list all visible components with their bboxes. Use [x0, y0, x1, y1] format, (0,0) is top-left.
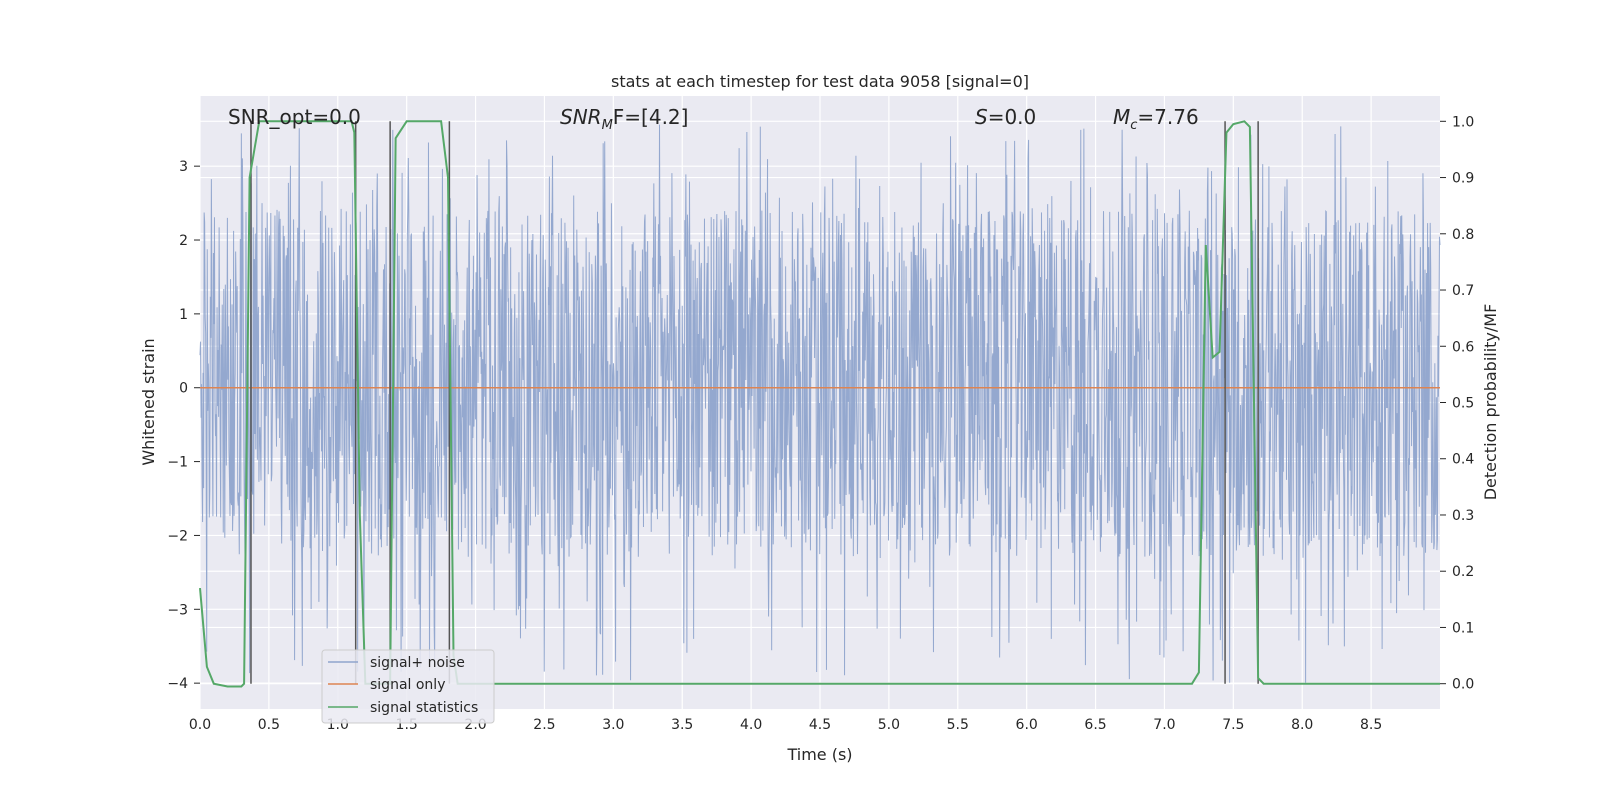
x-tick-label: 0.0	[189, 717, 211, 733]
x-tick-label: 3.0	[602, 717, 624, 733]
snr-mf-base: SNR	[560, 105, 602, 129]
y-right-tick-label: 0.7	[1452, 283, 1474, 299]
y-right-tick-label: 0.9	[1452, 171, 1474, 187]
x-tick-label: 8.5	[1360, 717, 1382, 733]
y-right-tick-label: 0.8	[1452, 227, 1474, 243]
y-right-tick-label: 0.5	[1452, 396, 1474, 412]
y-right-tick-label: 0.6	[1452, 339, 1474, 355]
y-right-tick-label: 0.4	[1452, 452, 1474, 468]
y-right-tick-label: 0.1	[1452, 620, 1474, 636]
x-tick-label: 7.0	[1153, 717, 1175, 733]
y-right-tick-label: 1.0	[1452, 114, 1474, 130]
legend-label-noise: signal+ noise	[370, 655, 465, 671]
y-right-tick-label: 0.2	[1452, 564, 1474, 580]
x-tick-label: 7.5	[1222, 717, 1244, 733]
y-axis-label-right: Detection probability/MF	[1481, 304, 1500, 501]
x-tick-label: 4.0	[740, 717, 762, 733]
x-tick-label: 6.5	[1084, 717, 1106, 733]
y-left-tick-label: −2	[167, 528, 188, 544]
snr-mf-sub: M	[602, 118, 613, 133]
annotation-s: S=0.0	[975, 105, 1036, 129]
x-tick-label: 5.0	[878, 717, 900, 733]
s-var: S	[975, 105, 988, 129]
y-left-tick-label: 3	[179, 159, 188, 175]
x-tick-label: 2.5	[533, 717, 555, 733]
x-tick-label: 6.0	[1016, 717, 1038, 733]
y-left-tick-label: −3	[167, 602, 188, 618]
annotation-snr-mf: SNRMF=[4.2]	[560, 105, 688, 133]
y-left-tick-labels: 3 2 1 0 −1 −2 −3 −4	[167, 159, 200, 692]
y-right-tick-labels: 1.0 0.9 0.8 0.7 0.6 0.5 0.4 0.3 0.2 0.1 0.0	[1440, 114, 1474, 693]
mc-value: =7.76	[1137, 105, 1198, 129]
legend-box	[321, 649, 495, 724]
mc-sub: c	[1130, 118, 1137, 133]
legend-label-signal-only: signal only	[370, 677, 445, 693]
y-left-tick-label: 0	[179, 381, 188, 397]
x-tick-label: 0.5	[258, 717, 280, 733]
x-tick-label: 3.5	[671, 717, 693, 733]
x-axis-label: Time (s)	[786, 745, 852, 764]
s-value: =0.0	[988, 105, 1037, 129]
y-left-tick-label: 2	[179, 233, 188, 249]
y-left-tick-label: −1	[167, 455, 188, 471]
mc-base: M	[1113, 105, 1130, 129]
y-axis-label-left: Whitened strain	[139, 338, 158, 465]
y-right-tick-label: 0.0	[1452, 677, 1474, 693]
legend-label-signal-statistics: signal statistics	[370, 700, 478, 716]
x-tick-label: 5.5	[947, 717, 969, 733]
x-tick-label: 4.5	[809, 717, 831, 733]
chart-title: stats at each timestep for test data 905…	[611, 72, 1029, 91]
annotation-mc: Mc=7.76	[1113, 105, 1199, 133]
y-right-tick-label: 0.3	[1452, 508, 1474, 524]
y-left-tick-label: −4	[167, 676, 188, 692]
legend: signal+ noise signal only signal statist…	[321, 649, 495, 724]
x-tick-label: 8.0	[1291, 717, 1313, 733]
noise-series	[199, 124, 1441, 683]
y-left-tick-label: 1	[179, 307, 188, 323]
noise-line	[199, 124, 1441, 683]
snr-mf-rest: F=[4.2]	[613, 105, 689, 129]
annotation-snr-opt: SNR_opt=0.0	[228, 105, 361, 129]
